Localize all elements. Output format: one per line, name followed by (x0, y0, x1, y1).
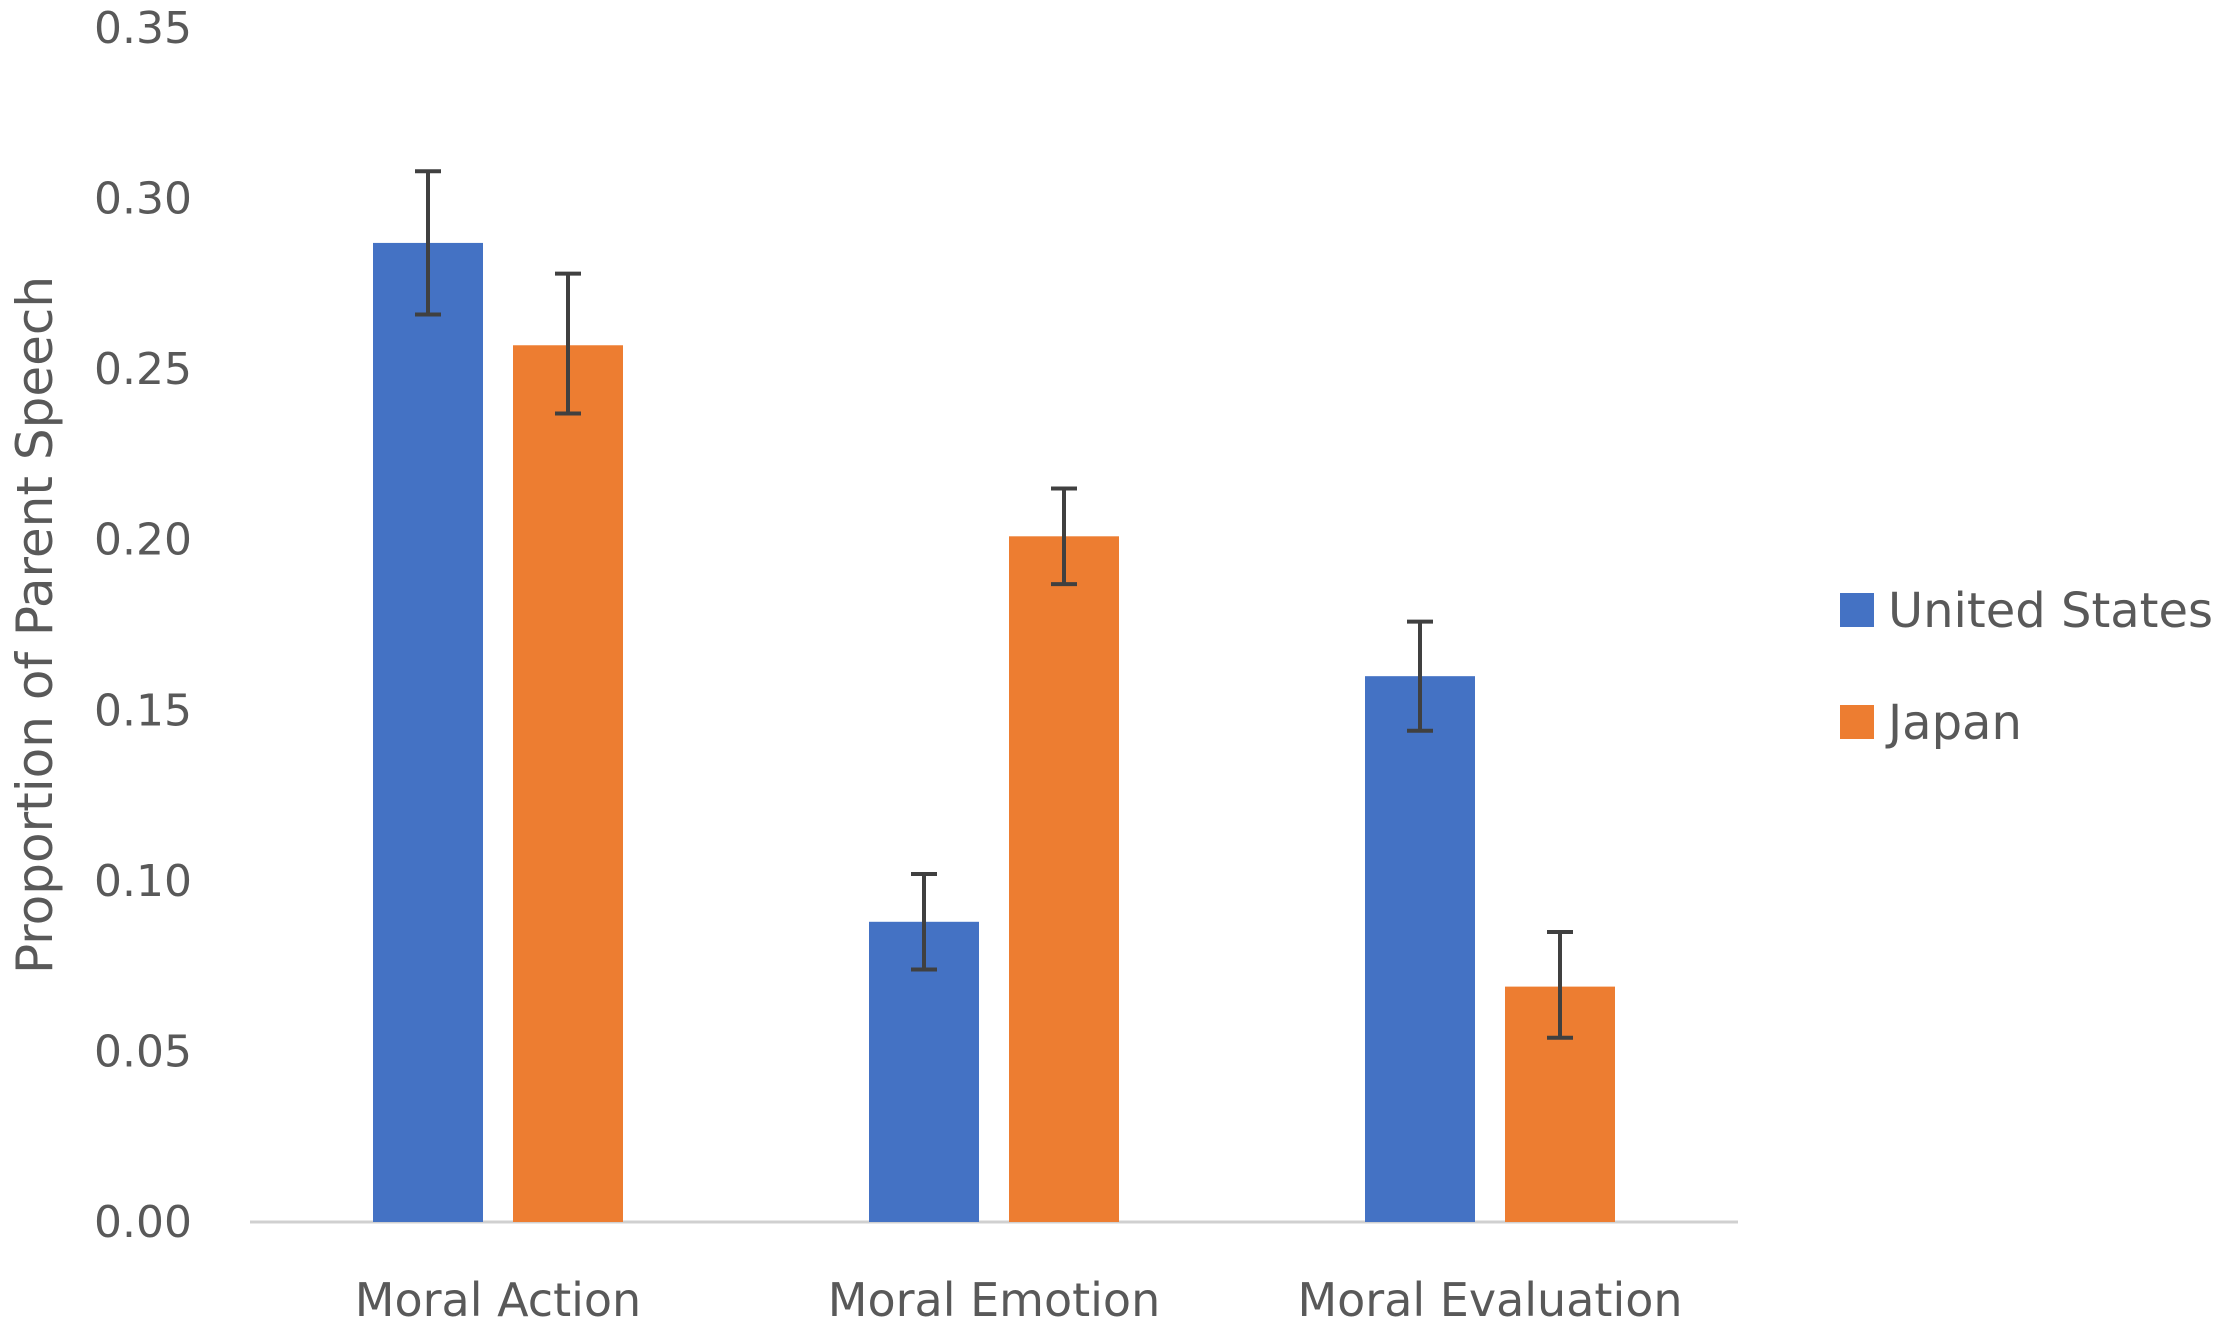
legend-label: United States (1888, 583, 2213, 639)
legend: United States Japan (1840, 583, 2213, 751)
legend-swatch (1840, 705, 1874, 739)
legend-item: Japan (1840, 695, 2022, 751)
legend-label: Japan (1885, 695, 2022, 751)
error-bars (415, 169, 1573, 1040)
error-bar (555, 271, 581, 416)
error-bar (1051, 486, 1077, 587)
y-tick-label: 0.15 (94, 685, 192, 736)
y-axis-title: Proportion of Parent Speech (6, 276, 64, 974)
y-tick-label: 0.00 (94, 1197, 192, 1248)
y-tick-label: 0.30 (94, 174, 192, 225)
y-axis-ticks: 0.00 0.05 0.10 0.15 0.20 0.25 0.30 0.35 (94, 3, 192, 1248)
bar-japan-moral-action (513, 345, 623, 1223)
error-bar (911, 872, 937, 972)
y-tick-label: 0.20 (94, 515, 192, 566)
legend-swatch (1840, 593, 1874, 627)
bar-united-states-moral-action (373, 242, 483, 1223)
bars (373, 242, 1615, 1223)
y-tick-label: 0.05 (94, 1026, 192, 1077)
bar-united-states-moral-evaluation (1365, 676, 1475, 1222)
error-bar (1407, 619, 1433, 733)
bar-united-states-moral-emotion (869, 921, 979, 1222)
category-labels: Moral Action Moral Emotion Moral Evaluatio… (355, 1273, 1683, 1327)
x-category-label: Moral Emotion (828, 1273, 1160, 1327)
x-category-label: Moral Evaluation (1297, 1273, 1682, 1327)
y-tick-label: 0.25 (94, 344, 192, 395)
x-category-label: Moral Action (355, 1273, 641, 1327)
y-tick-label: 0.35 (94, 3, 192, 54)
error-bar (1547, 930, 1573, 1040)
error-bar (415, 169, 441, 317)
y-tick-label: 0.10 (94, 856, 192, 907)
legend-item: United States (1840, 583, 2213, 639)
bar-japan-moral-emotion (1009, 536, 1119, 1222)
